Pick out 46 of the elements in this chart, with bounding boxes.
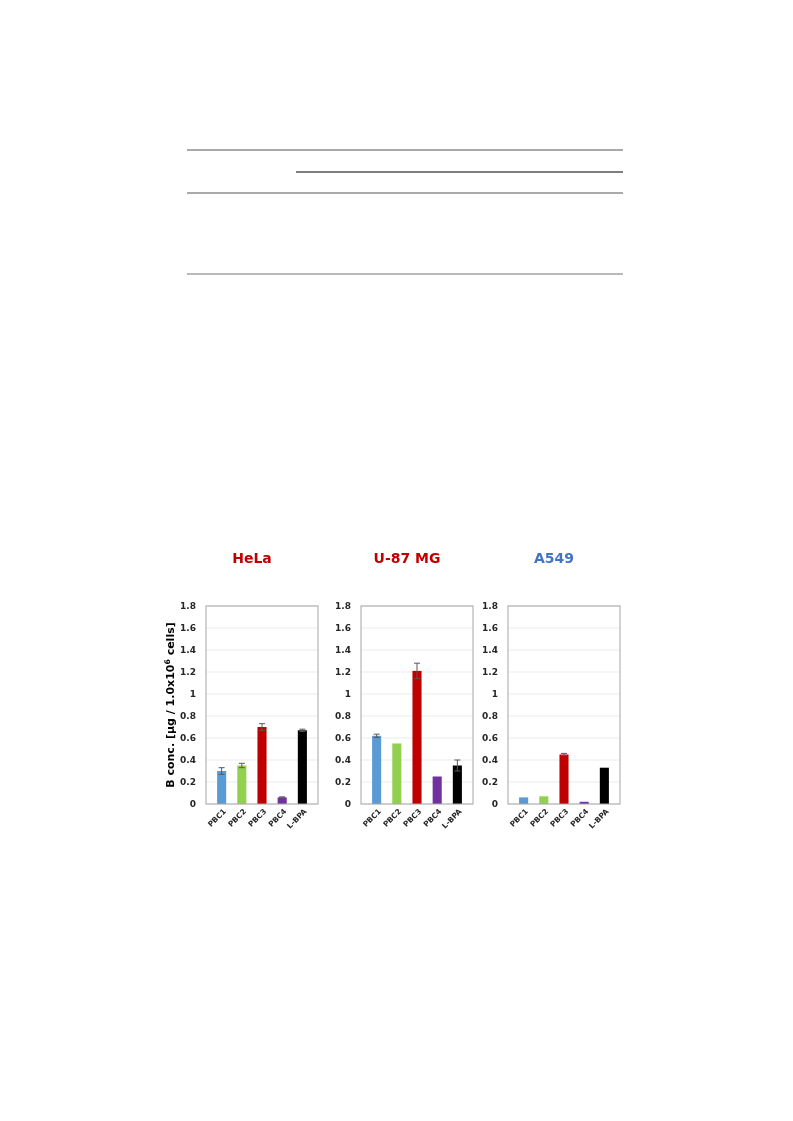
y-tick-label: 1	[344, 689, 351, 700]
y-tick-label: 1.4	[180, 645, 196, 656]
y-tick-label: 0.2	[482, 777, 498, 788]
bar	[237, 765, 247, 804]
y-tick-label: 0.2	[335, 777, 351, 788]
y-tick-label: 0.4	[180, 755, 196, 766]
chart-title: A549	[533, 550, 575, 566]
bar	[412, 670, 422, 804]
y-tick-label: 0.6	[335, 733, 351, 744]
y-tick-label: 0.8	[482, 711, 498, 722]
bar	[392, 743, 402, 804]
bar	[372, 735, 382, 804]
y-tick-label: 1.8	[482, 601, 498, 612]
y-tick-label: 0.6	[482, 733, 498, 744]
y-tick-label: 1.4	[482, 645, 498, 656]
y-tick-label: 0.4	[482, 755, 498, 766]
bar	[217, 771, 227, 804]
bar	[599, 767, 609, 804]
y-tick-label: 1.2	[335, 667, 351, 678]
bar	[257, 727, 267, 804]
y-tick-label: 0.6	[180, 733, 196, 744]
y-tick-label: 0	[491, 799, 498, 810]
y-tick-label: 1.2	[482, 667, 498, 678]
y-tick-label: 1.6	[335, 623, 351, 634]
y-tick-label: 1.8	[335, 601, 351, 612]
y-tick-label: 1.6	[482, 623, 498, 634]
bar	[519, 797, 529, 804]
y-tick-label: 1	[189, 689, 196, 700]
y-tick-label: 0.8	[335, 711, 351, 722]
y-tick-label: 0.8	[180, 711, 196, 722]
y-tick-label: 1.4	[335, 645, 351, 656]
bar	[559, 754, 569, 804]
y-tick-label: 0	[344, 799, 351, 810]
chart-title: U-87 MG	[373, 550, 441, 566]
bar	[432, 776, 442, 804]
y-tick-label: 1	[491, 689, 498, 700]
y-tick-label: 0.4	[335, 755, 351, 766]
bar	[452, 765, 462, 804]
y-tick-label: 1.6	[180, 623, 196, 634]
y-tick-label: 0	[189, 799, 196, 810]
chart-title: HeLa	[232, 550, 272, 566]
y-tick-label: 1.2	[180, 667, 196, 678]
y-tick-label: 1.8	[180, 601, 196, 612]
bar	[539, 796, 549, 804]
y-tick-label: 0.2	[180, 777, 196, 788]
bar	[297, 730, 307, 804]
